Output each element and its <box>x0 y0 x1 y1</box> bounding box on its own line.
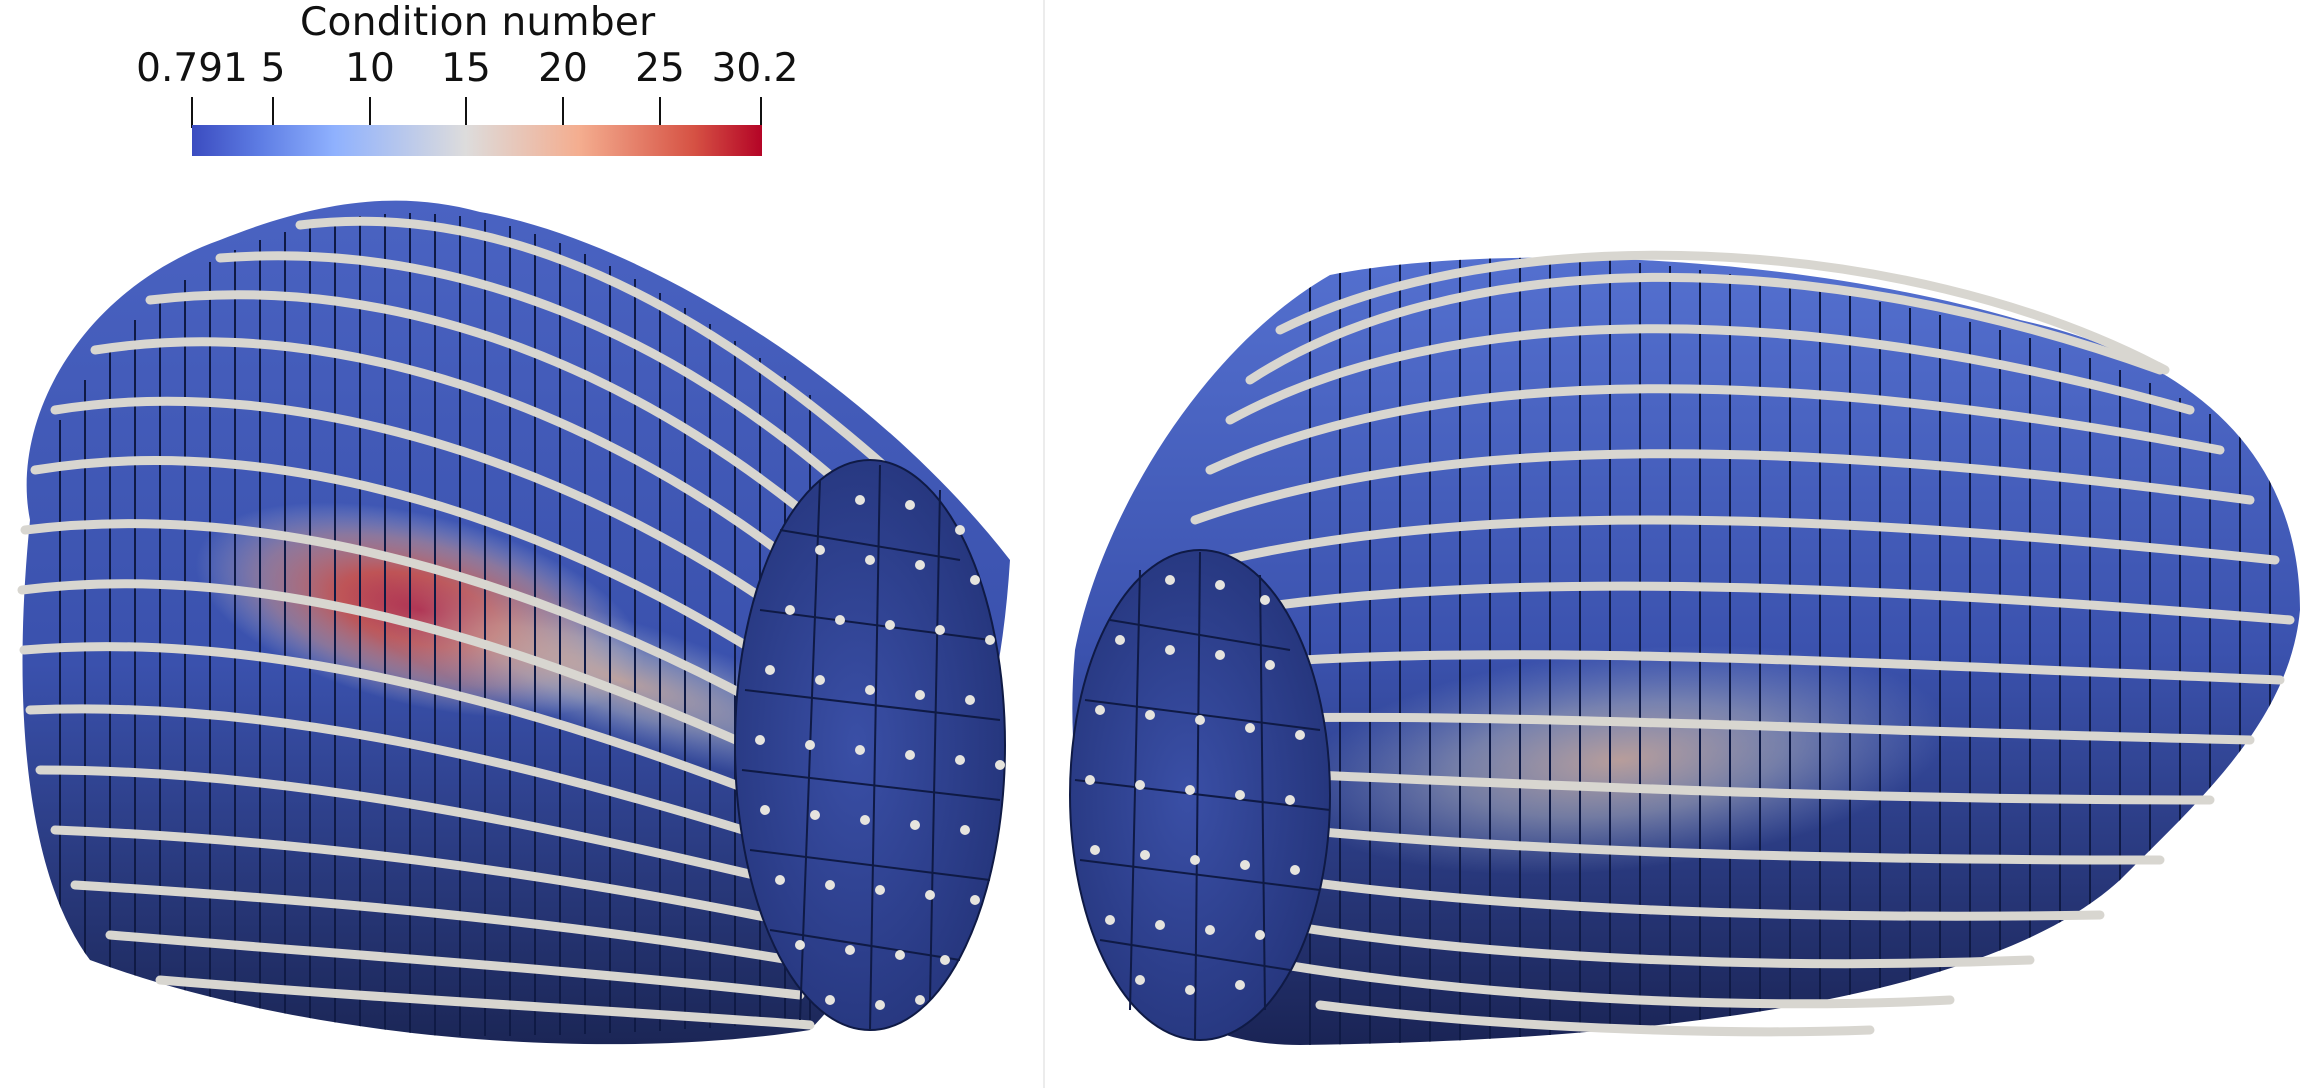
tick-mark <box>272 97 274 128</box>
tick-label-10: 10 <box>345 46 395 91</box>
right-mesh-view <box>1069 250 2300 1045</box>
tick-mark <box>659 97 661 128</box>
tick-mark <box>191 97 193 128</box>
left-endcap-nodes <box>755 495 1005 1010</box>
tick-label-25: 25 <box>635 46 685 91</box>
legend-title: Condition number <box>300 0 656 45</box>
tick-label-min: 0.791 <box>136 46 248 91</box>
right-warm-band <box>1291 645 1949 875</box>
color-legend: Condition number 0.791 5 10 15 20 25 30.… <box>0 0 1000 170</box>
tick-mark <box>760 97 762 128</box>
tick-mark <box>562 97 564 128</box>
panel-divider <box>1043 0 1045 1088</box>
tick-label-max: 30.2 <box>711 46 799 91</box>
tick-label-15: 15 <box>441 46 491 91</box>
left-mesh-view <box>17 200 1010 1045</box>
tick-label-20: 20 <box>538 46 588 91</box>
tick-mark <box>465 97 467 128</box>
right-endcap-nodes <box>1085 575 1305 995</box>
left-fibers <box>17 216 905 1030</box>
tick-mark <box>369 97 371 128</box>
left-endcap-grid <box>741 464 1001 1031</box>
right-fibers <box>1175 250 2295 1037</box>
tick-label-5: 5 <box>260 46 286 91</box>
colorbar-gradient <box>192 125 762 156</box>
